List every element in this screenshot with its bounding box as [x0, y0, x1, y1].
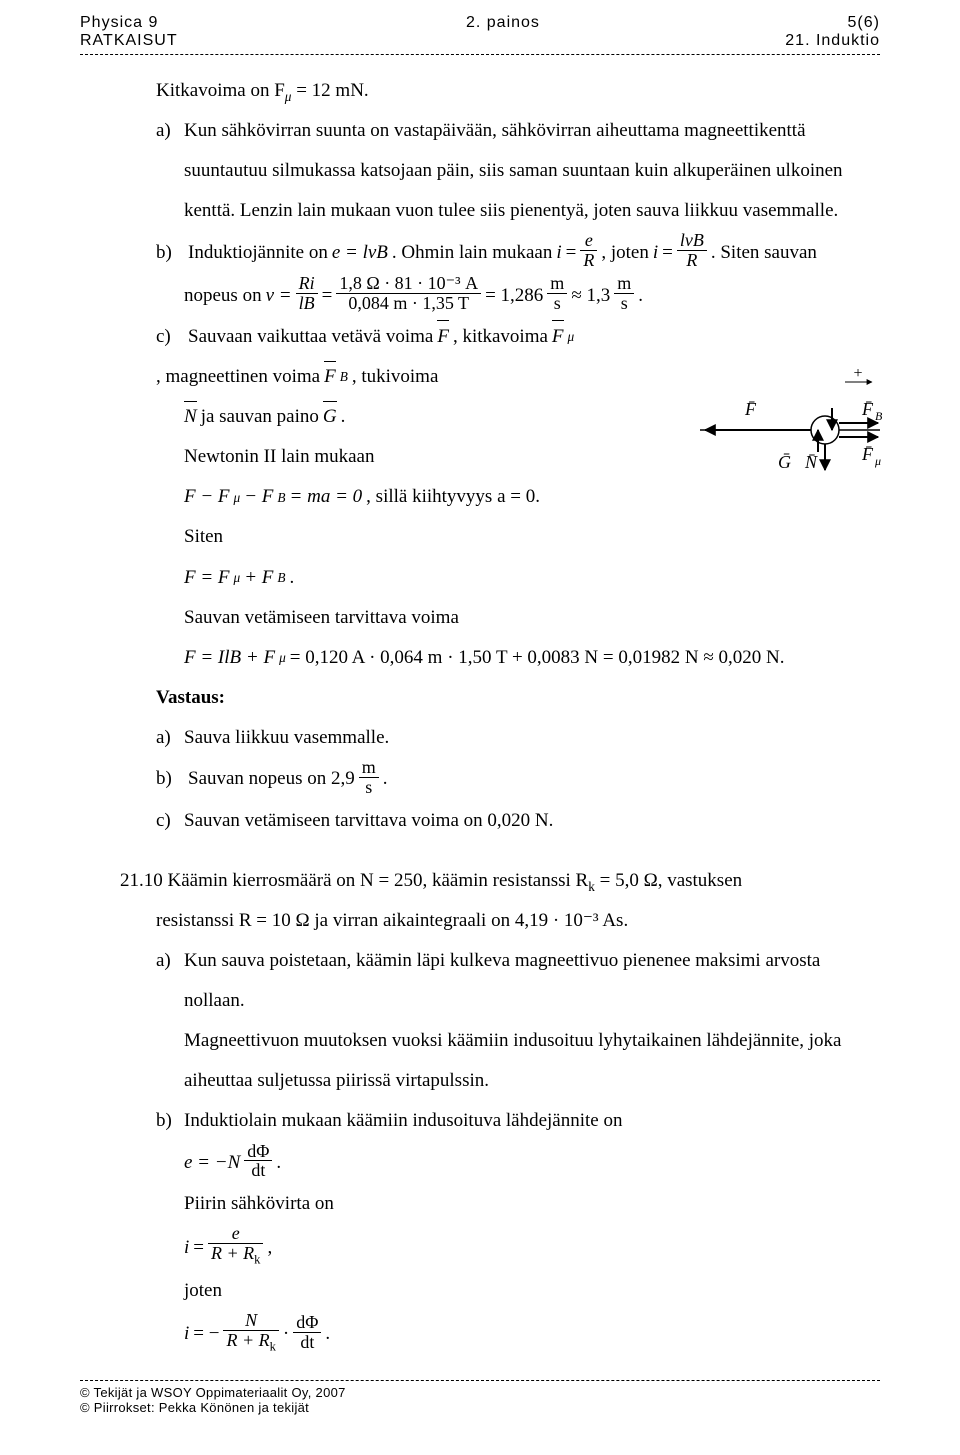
part-a-3: kenttä. Lenzin lain mukaan vuon tulee si…: [120, 193, 870, 229]
p2110-e-eq: e = −N dΦdt .: [120, 1144, 870, 1183]
header-center: 2. painos: [466, 14, 540, 32]
svg-text:F̄: F̄: [861, 444, 874, 464]
vastaus-heading: Vastaus:: [120, 680, 870, 716]
footer: © Tekijät ja WSOY Oppimateriaalit Oy, 20…: [80, 1383, 880, 1415]
plus-label: +: [853, 365, 862, 382]
p2110-a2: nollaan.: [120, 983, 870, 1019]
header-left: Physica 9: [80, 14, 158, 32]
p2110-a1: a)Kun sauva poistetaan, käämin läpi kulk…: [120, 943, 870, 979]
p2110-line2: resistanssi R = 10 Ω ja virran aikainteg…: [120, 903, 870, 939]
part-c-sauvan: Sauvan vetämiseen tarvittava voima: [120, 600, 870, 636]
force-diagram: + F̄ F̄ B F̄ μ N̄ Ḡ: [690, 360, 890, 510]
kitka-line: Kitkavoima on Fμ = 12 mN.: [120, 73, 870, 109]
content-body: Kitkavoima on Fμ = 12 mN. a)Kun sähkövir…: [80, 73, 880, 1356]
vastaus-a: a)Sauva liikkuu vasemmalle.: [120, 720, 870, 756]
vastaus-b: b)Sauvan nopeus on 2,9 ms .: [120, 760, 870, 799]
p2110-piirin: Piirin sähkövirta on: [120, 1186, 870, 1222]
part-c-siten: Siten: [120, 519, 870, 555]
part-b-2: nopeus on v = RilB = 1,8 Ω · 81 · 10⁻³ A…: [120, 276, 870, 315]
svg-text:μ: μ: [874, 454, 881, 468]
divider-bottom: [80, 1380, 880, 1381]
p2110-a4: aiheuttaa suljetussa piirissä virtapulss…: [120, 1063, 870, 1099]
header-right: 5(6): [848, 14, 880, 32]
p2110-joten: joten: [120, 1273, 870, 1309]
part-a-1: a)Kun sähkövirran suunta on vastapäivään…: [120, 113, 870, 149]
svg-text:B: B: [875, 409, 883, 423]
p2110-b1: b)Induktiolain mukaan käämiin indusoituv…: [120, 1103, 870, 1139]
part-c-eq2: F = Fμ + FB .: [120, 560, 870, 596]
svg-text:Ḡ: Ḡ: [778, 452, 791, 472]
part-a-2: suuntautuu silmukassa katsojaan päin, si…: [120, 153, 870, 189]
p2110-line1: 21.10 Käämin kierrosmäärä on N = 250, kä…: [120, 863, 870, 899]
svg-text:F̄: F̄: [861, 399, 874, 419]
p2110-i2-eq: i = − N R + Rk · dΦdt .: [120, 1313, 870, 1356]
p2110-i-eq: i = e R + Rk ,: [120, 1226, 870, 1269]
header-right2: 21. Induktio: [785, 32, 880, 50]
vastaus-c: c)Sauvan vetämiseen tarvittava voima on …: [120, 803, 870, 839]
p2110-a3: Magneettivuon muutoksen vuoksi käämiin i…: [120, 1023, 870, 1059]
part-c-eq3: F = IlB + Fμ = 0,120 A · 0,064 m · 1,50 …: [120, 640, 870, 676]
header-left2: RATKAISUT: [80, 32, 178, 50]
svg-text:F̄: F̄: [744, 399, 757, 419]
divider-top: [80, 54, 880, 55]
part-b-1: b) Induktiojännite on e = lvB . Ohmin la…: [120, 233, 870, 272]
svg-text:N̄: N̄: [804, 452, 818, 472]
